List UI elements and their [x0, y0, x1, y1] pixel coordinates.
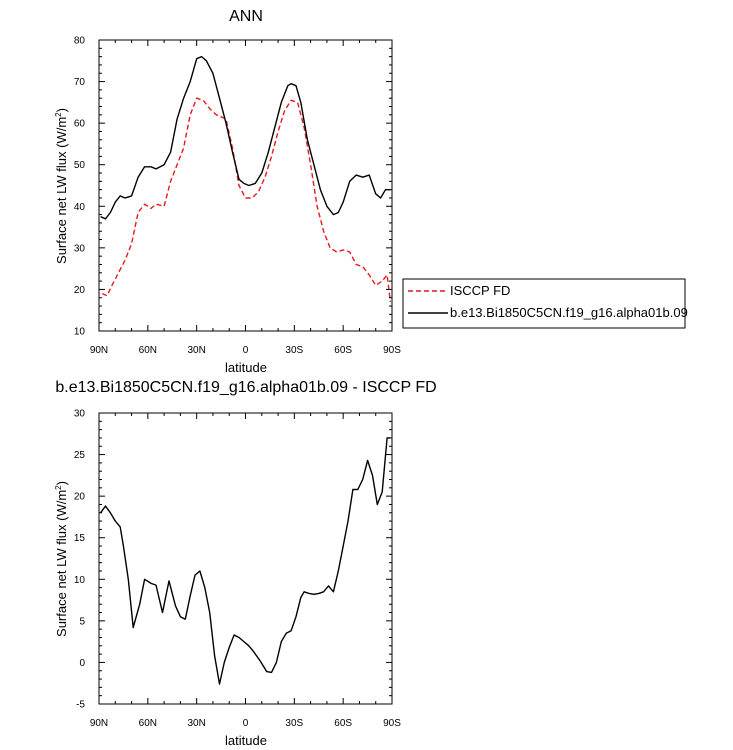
- bottom-y-axis-label-sup: 2: [54, 485, 63, 490]
- bottom-x-tick-label: 90N: [90, 718, 108, 729]
- top-y-tick-label: 50: [74, 160, 86, 171]
- bottom-y-tick-label: 10: [74, 575, 86, 586]
- bottom-x-tick-label: 60S: [334, 718, 352, 729]
- bottom-chart: b.e13.Bi1850C5CN.f19_g16.alpha01b.09 - I…: [54, 379, 437, 748]
- top-y-tick-label: 30: [74, 243, 86, 254]
- top-y-tick-label: 10: [74, 327, 86, 338]
- bottom-series-line-0: [100, 437, 391, 685]
- bottom-y-ticks: -5 0 5 10 15 20 25 30: [74, 409, 392, 711]
- top-y-axis-label: Surface net LW flux (W/m2): [54, 108, 69, 264]
- bottom-x-ticks: 90N 60N 30N 0 30S 60S 90S: [90, 413, 401, 729]
- top-x-tick-label: 30N: [187, 345, 205, 356]
- top-series-line-0: [102, 97, 392, 302]
- top-x-tick-label: 0: [243, 345, 249, 356]
- top-x-axis-label: latitude: [225, 360, 267, 375]
- top-x-ticks: 90N 60N 30N 0 30S 60S 90S: [90, 40, 401, 356]
- bottom-y-tick-label: 5: [79, 616, 85, 627]
- top-x-tick-label: 90S: [383, 345, 401, 356]
- legend: ISCCP FD b.e13.Bi1850C5CN.f19_g16.alpha0…: [402, 278, 688, 329]
- top-y-tick-label: 20: [74, 285, 86, 296]
- top-y-tick-label: 80: [74, 36, 86, 47]
- bottom-x-tick-label: 0: [243, 718, 249, 729]
- top-x-tick-label: 30S: [285, 345, 303, 356]
- bottom-y-tick-label: 0: [79, 658, 85, 669]
- bottom-y-tick-label: 20: [74, 492, 86, 503]
- bottom-x-tick-label: 90S: [383, 718, 401, 729]
- top-chart-title: ANN: [229, 8, 263, 25]
- top-y-tick-label: 70: [74, 77, 86, 88]
- bottom-x-tick-label: 60N: [139, 718, 157, 729]
- bottom-x-tick-label: 30S: [285, 718, 303, 729]
- bottom-y-axis-label: Surface net LW flux (W/m2): [54, 481, 69, 637]
- bottom-y-tick-label: -5: [76, 700, 85, 711]
- bottom-plot-area: [100, 437, 391, 685]
- top-series-line-1: [100, 55, 391, 220]
- legend-label-isccp: ISCCP FD: [450, 283, 510, 298]
- bottom-y-tick-label: 25: [74, 450, 86, 461]
- legend-label-model: b.e13.Bi1850C5CN.f19_g16.alpha01b.09: [450, 305, 688, 320]
- bottom-y-axis-label-main: Surface net LW flux (W/m: [54, 490, 69, 637]
- top-chart: ANN 90N 60N 30N 0 30S 60S 90S 10 20 30 40 50 60 70 80…: [54, 8, 688, 375]
- top-y-axis-label-close: ): [54, 108, 69, 112]
- top-x-tick-label: 90N: [90, 345, 108, 356]
- top-plot-area: [100, 55, 392, 302]
- bottom-chart-title: b.e13.Bi1850C5CN.f19_g16.alpha01b.09 - I…: [55, 379, 436, 396]
- top-y-tick-label: 40: [74, 202, 86, 213]
- top-x-tick-label: 60S: [334, 345, 352, 356]
- top-y-axis-label-main: Surface net LW flux (W/m: [54, 117, 69, 264]
- top-y-tick-label: 60: [74, 119, 86, 130]
- bottom-plot-frame: [98, 412, 393, 705]
- bottom-y-tick-label: 30: [74, 409, 86, 420]
- legend-box: [402, 278, 686, 329]
- bottom-x-axis-label: latitude: [225, 733, 267, 748]
- top-x-tick-label: 60N: [139, 345, 157, 356]
- bottom-x-tick-label: 30N: [187, 718, 205, 729]
- bottom-y-axis-label-close: ): [54, 481, 69, 485]
- bottom-y-tick-label: 15: [74, 533, 86, 544]
- top-y-ticks: 10 20 30 40 50 60 70 80: [74, 36, 392, 338]
- top-y-axis-label-sup: 2: [54, 112, 63, 117]
